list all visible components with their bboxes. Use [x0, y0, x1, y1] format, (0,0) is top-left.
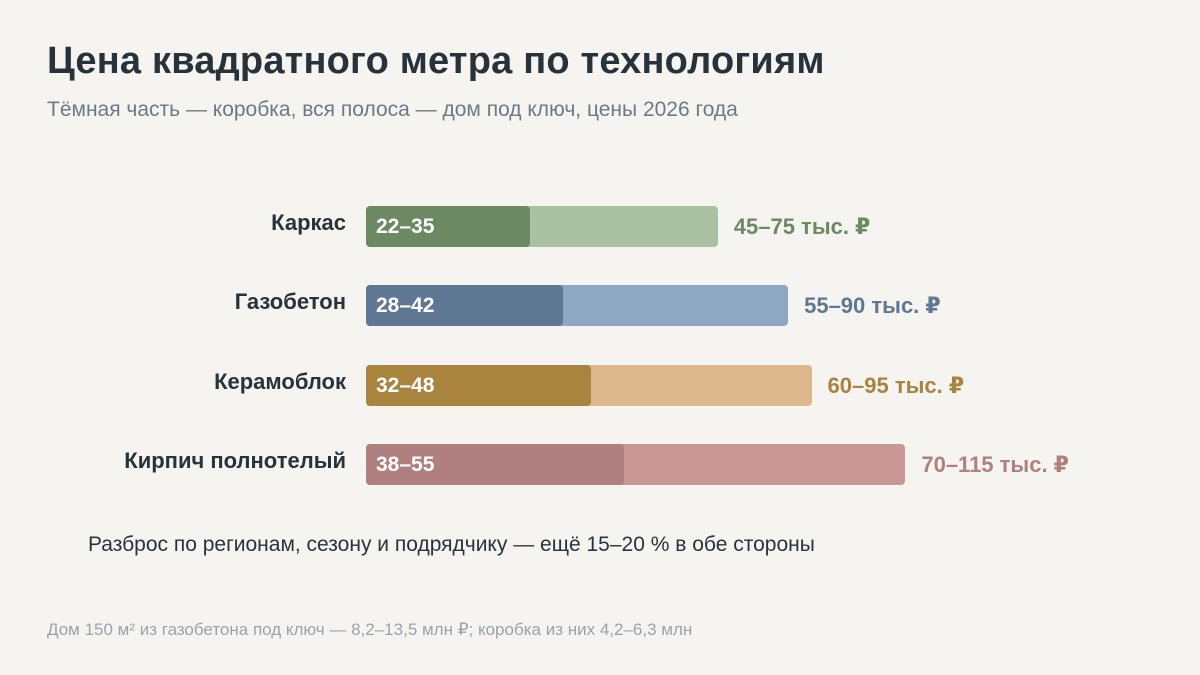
shell-range-label: 32–48: [376, 374, 435, 397]
chart-subtitle: Тёмная часть — коробка, вся полоса — дом…: [47, 98, 738, 121]
chart-note: Разброс по регионам, сезону и подрядчику…: [88, 533, 815, 556]
category-label: Газобетон: [234, 289, 346, 314]
category-label: Кирпич полнотелый: [124, 448, 346, 473]
bar-shell: [366, 444, 624, 485]
shell-range-label: 22–35: [376, 215, 435, 238]
shell-range-label: 28–42: [376, 294, 435, 317]
turnkey-range-label: 70–115 тыс. ₽: [921, 452, 1069, 477]
bar-shell: [366, 285, 563, 326]
bar-shell: [366, 365, 592, 406]
turnkey-range-label: 55–90 тыс. ₽: [804, 293, 941, 318]
turnkey-range-label: 60–95 тыс. ₽: [827, 373, 965, 398]
category-label: Керамоблок: [214, 369, 346, 394]
category-label: Каркас: [271, 210, 346, 235]
turnkey-range-label: 45–75 тыс. ₽: [733, 214, 871, 239]
shell-range-label: 38–55: [376, 453, 435, 476]
chart-title: Цена квадратного метра по технологиям: [47, 40, 825, 82]
chart-footnote: Дом 150 м² из газобетона под ключ — 8,2–…: [47, 620, 693, 639]
bar-shell: [366, 206, 531, 247]
